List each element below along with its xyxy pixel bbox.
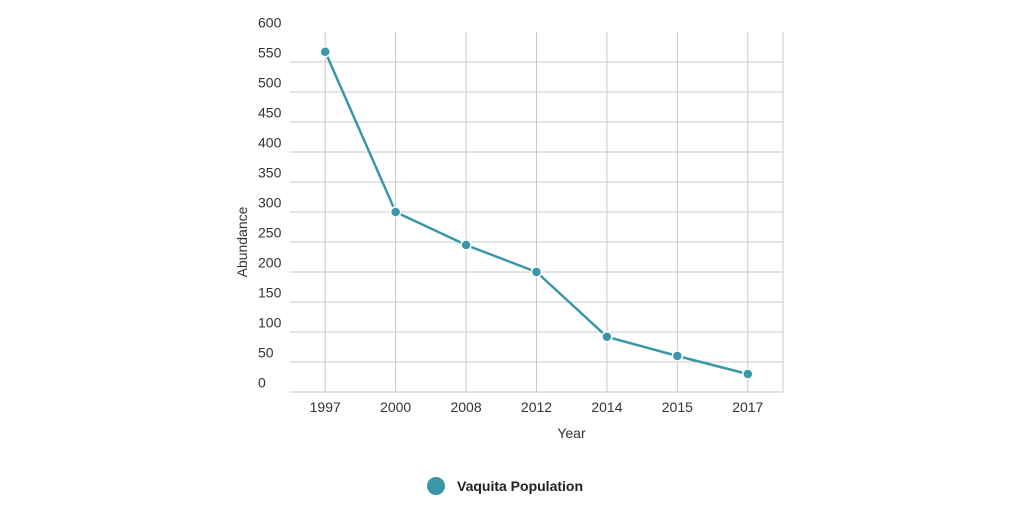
- x-tick-label: 1997: [310, 399, 341, 415]
- y-tick-label: 50: [258, 345, 274, 361]
- y-tick-label: 150: [258, 285, 282, 301]
- legend: Vaquita Population: [427, 477, 583, 495]
- y-tick-label: 300: [258, 195, 282, 211]
- x-tick-label: 2014: [591, 399, 622, 415]
- x-axis-ticks: 1997 2000 2008 2012 2014 2015 2017: [310, 399, 764, 415]
- data-point: [530, 266, 543, 278]
- legend-label: Vaquita Population: [457, 478, 583, 494]
- grid: [290, 32, 784, 393]
- y-tick-label: 550: [258, 45, 282, 61]
- y-tick-label: 100: [258, 315, 282, 331]
- y-tick-label: 250: [258, 225, 282, 241]
- y-axis-ticks: 0 50 100 150 200 250 300 350 400 450 500 550 600: [258, 15, 282, 391]
- y-axis-title: Abundance: [234, 206, 250, 277]
- y-tick-label: 600: [258, 15, 282, 31]
- x-tick-label: 2000: [380, 399, 411, 415]
- y-tick-label: 400: [258, 135, 282, 151]
- data-point: [319, 46, 331, 58]
- y-tick-label: 450: [258, 105, 282, 121]
- x-tick-label: 2015: [662, 399, 693, 415]
- data-point: [742, 368, 754, 380]
- data-point: [601, 331, 613, 343]
- data-point: [671, 350, 684, 362]
- y-tick-label: 0: [258, 375, 266, 391]
- x-axis-title: Year: [557, 425, 586, 441]
- x-tick-label: 2012: [521, 399, 552, 415]
- y-tick-label: 500: [258, 75, 282, 91]
- legend-swatch: [427, 477, 445, 495]
- data-point: [460, 239, 472, 251]
- y-tick-label: 200: [258, 255, 282, 271]
- y-tick-label: 350: [258, 165, 282, 181]
- series: [319, 46, 754, 380]
- x-tick-label: 2017: [732, 399, 763, 415]
- x-tick-label: 2008: [450, 399, 481, 415]
- data-point: [389, 206, 402, 218]
